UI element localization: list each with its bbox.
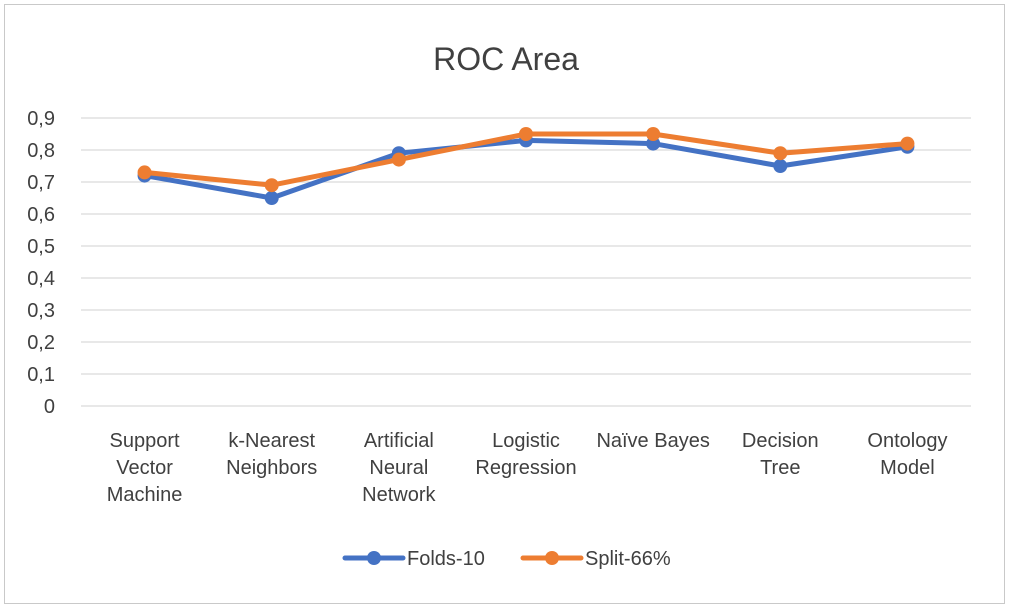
x-category-label-line: Support [110, 430, 180, 452]
x-category-label-line: Logistic [492, 430, 560, 452]
legend-item: Folds-10 [342, 548, 485, 570]
y-tick-label: 0,5 [27, 236, 55, 258]
x-category-label: Artificial Neural Network [362, 430, 436, 506]
data-point [900, 136, 915, 151]
series-lines [137, 127, 915, 205]
series-Folds-10 [137, 133, 915, 205]
x-category-label-line: Neighbors [226, 457, 317, 479]
x-category-label-line: Vector [116, 457, 173, 479]
legend-label: Split-66% [585, 548, 671, 570]
x-category-label: Naïve Bayes [596, 430, 709, 452]
y-tick-label: 0,1 [27, 364, 55, 386]
data-point [646, 127, 661, 141]
chart-title: ROC Area [433, 41, 579, 77]
x-category-label: Support Vector Machine [107, 430, 183, 506]
x-category-label-line: Naïve Bayes [596, 430, 709, 452]
legend-item: Split-66% [520, 548, 671, 570]
legend: Folds-10 Split-66% [342, 548, 671, 570]
y-tick-label: 0,8 [27, 140, 55, 162]
x-category-label: k-Nearest Neighbors [226, 430, 317, 479]
legend-label: Folds-10 [407, 548, 485, 570]
x-category-label: Decision Tree [742, 430, 819, 479]
y-tick-label: 0,7 [27, 172, 55, 194]
x-category-label-line: Neural [369, 457, 428, 479]
x-category-label-line: Model [880, 457, 934, 479]
y-tick-label: 0,2 [27, 332, 55, 354]
chart-svg: ROC Area 0 0,1 0,2 0,3 0,4 0,5 0,6 0,7 0,8 0,9 Su… [27, 41, 971, 570]
data-point [391, 152, 406, 167]
chart-frame: ROC Area 0 0,1 0,2 0,3 0,4 0,5 0,6 0,7 0,8 0,9 Su… [4, 4, 1005, 604]
x-category-label-line: k-Nearest [228, 430, 315, 452]
x-category-label-line: Regression [475, 457, 576, 479]
x-category-label-line: Decision [742, 430, 819, 452]
data-point [519, 127, 533, 141]
x-axis-labels: Support Vector Machine k-Nearest Neighbors Ar… [107, 430, 948, 506]
data-point [264, 178, 279, 193]
data-point [773, 146, 788, 161]
data-point [264, 191, 279, 205]
series-line [142, 137, 910, 201]
legend-marker [367, 551, 381, 565]
x-category-label-line: Network [362, 484, 436, 506]
y-tick-label: 0 [44, 396, 55, 418]
series-Split-66% [137, 127, 915, 193]
legend-marker [545, 551, 559, 565]
y-tick-label: 0,9 [27, 108, 55, 130]
y-tick-label: 0,3 [27, 300, 55, 322]
data-point [646, 136, 661, 151]
x-category-label: Ontology Model [867, 430, 947, 479]
data-point [773, 159, 788, 173]
x-category-label: Logistic Regression [475, 430, 576, 479]
x-category-label-line: Ontology [867, 430, 947, 452]
y-tick-label: 0,6 [27, 204, 55, 226]
data-point [137, 165, 152, 180]
x-category-label-line: Machine [107, 484, 183, 506]
x-category-label-line: Tree [760, 457, 800, 479]
y-tick-label: 0,4 [27, 268, 55, 290]
gridlines [81, 117, 971, 407]
y-axis-ticks: 0 0,1 0,2 0,3 0,4 0,5 0,6 0,7 0,8 0,9 [27, 108, 55, 418]
x-category-label-line: Artificial [364, 430, 434, 452]
